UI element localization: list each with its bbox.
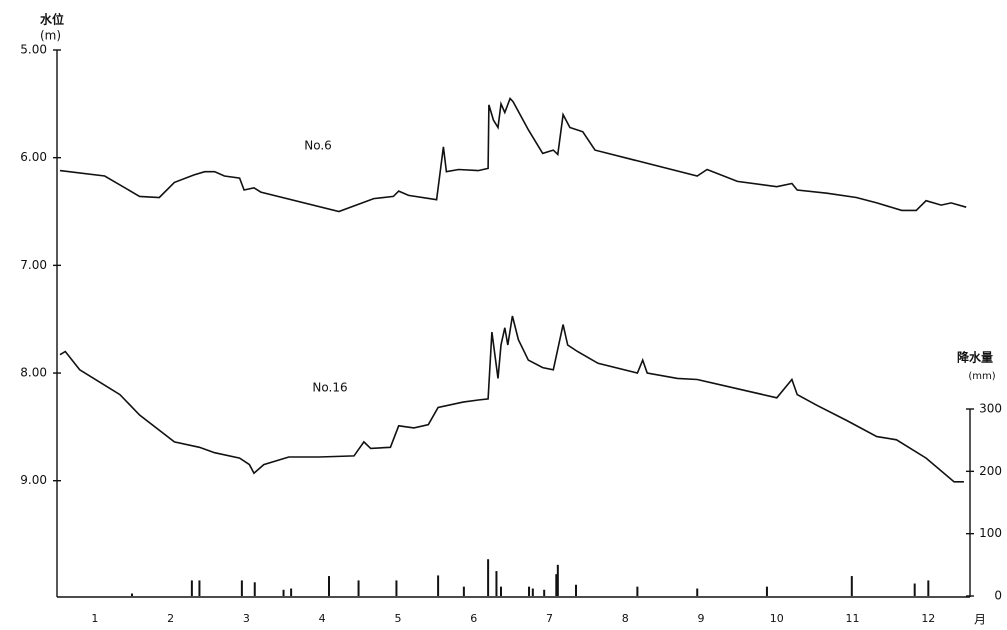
bar	[462, 586, 465, 596]
bar	[395, 580, 398, 596]
bar	[531, 588, 534, 596]
y2-tick-label: 200	[979, 464, 1002, 478]
bar	[556, 564, 559, 596]
x-tick-label: 7	[546, 612, 553, 625]
y-axis-title: 水位	[40, 12, 64, 27]
bar	[850, 576, 853, 596]
bar	[357, 580, 360, 596]
y-axis-unit: (m)	[40, 29, 61, 43]
x-tick-label: 12	[921, 612, 935, 625]
bar	[636, 586, 639, 596]
y-tick-label: 5.00	[20, 43, 47, 57]
y2-tick-label: 300	[979, 402, 1002, 416]
x-tick-label: 2	[167, 612, 174, 625]
x-tick-label: 10	[770, 612, 784, 625]
y2-tick-label: 0	[994, 589, 1002, 603]
x-axis-title: 月	[974, 613, 986, 627]
y2-axis-title: 降水量	[957, 350, 993, 365]
bar	[190, 580, 193, 596]
bar	[543, 589, 546, 596]
bar	[487, 559, 490, 596]
line	[59, 315, 964, 483]
bar	[913, 583, 916, 596]
bar	[555, 574, 558, 596]
bar	[499, 586, 502, 596]
x-tick-label: 5	[394, 612, 401, 625]
x-tick-label: 1	[91, 612, 98, 625]
bar	[927, 580, 930, 596]
y2-tick-label: 100	[979, 526, 1002, 540]
bar	[240, 580, 243, 596]
series-label: No.6	[304, 139, 332, 153]
y-tick-label: 9.00	[20, 473, 47, 487]
bar	[696, 588, 699, 596]
bar	[437, 575, 440, 596]
y-tick-label: 7.00	[20, 258, 47, 272]
bar	[282, 589, 285, 596]
bar	[495, 571, 498, 596]
bar	[290, 588, 293, 596]
bar	[198, 580, 201, 596]
y-tick-label: 8.00	[20, 366, 47, 380]
x-tick-label: 6	[470, 612, 477, 625]
bar	[131, 593, 134, 596]
line	[59, 97, 967, 213]
bar	[528, 586, 531, 596]
x-tick-label: 4	[319, 612, 326, 625]
x-tick-label: 8	[622, 612, 629, 625]
x-tick-label: 11	[846, 612, 860, 625]
bar	[575, 584, 578, 596]
bar	[765, 586, 768, 596]
bar	[328, 576, 331, 596]
y2-axis-unit: (mm)	[968, 371, 995, 382]
y-tick-label: 6.00	[20, 150, 47, 164]
bar	[253, 582, 256, 596]
x-tick-label: 3	[243, 612, 250, 625]
series-label: No.16	[312, 381, 347, 395]
x-tick-label: 9	[698, 612, 705, 625]
